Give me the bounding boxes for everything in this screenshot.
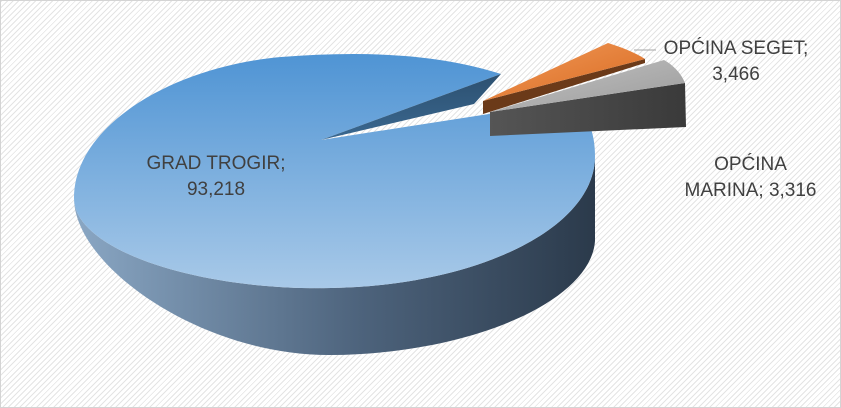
slice-grad-trogir-top: [74, 54, 595, 289]
slice-grad-trogir: [74, 54, 595, 356]
label-opcina-marina-name: OPĆINA: [714, 154, 787, 175]
slice-opcina-marina-top: [490, 60, 685, 112]
data-label-opcina-marina: OPĆINA MARINA; 3,316: [663, 152, 838, 204]
label-opcina-marina-value: MARINA; 3,316: [684, 180, 817, 201]
data-label-grad-trogir: GRAD TROGIR; 93,218: [141, 151, 291, 203]
slice-opcina-marina-side: [490, 83, 686, 136]
label-grad-trogir-name: GRAD TROGIR;: [146, 153, 286, 174]
label-opcina-seget-name: OPĆINA SEGET;: [663, 38, 809, 59]
data-label-opcina-seget: OPĆINA SEGET; 3,466: [651, 36, 821, 88]
slice-opcina-marina: [490, 60, 686, 136]
slice-opcina-seget: [483, 43, 645, 114]
label-opcina-seget-value: 3,466: [712, 64, 760, 85]
slice-opcina-seget-side: [483, 59, 645, 114]
slice-grad-trogir-side: [74, 156, 595, 356]
slice-opcina-seget-top: [483, 43, 645, 101]
slice-grad-trogir-cut: [321, 74, 501, 140]
label-grad-trogir-value: 93,218: [186, 179, 246, 200]
